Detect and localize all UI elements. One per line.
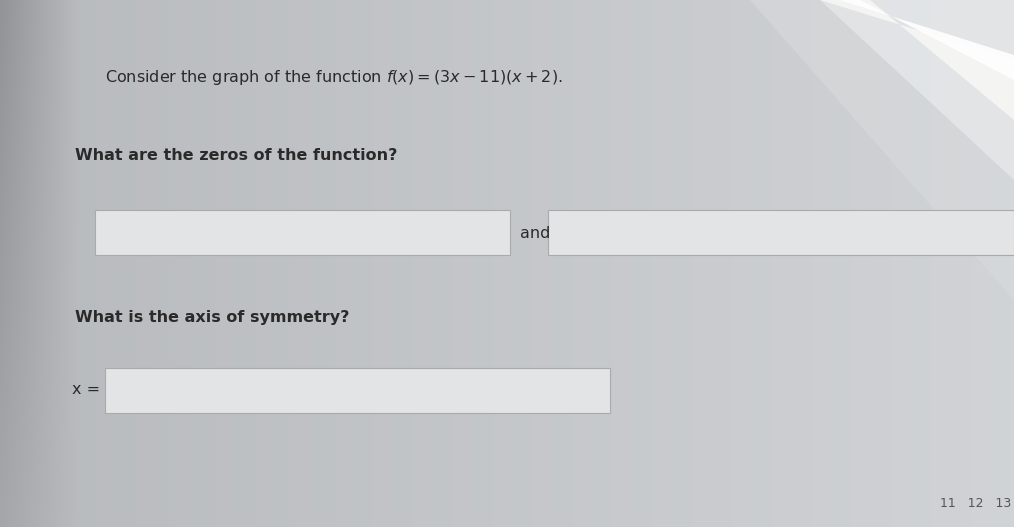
Text: and: and: [520, 226, 551, 240]
Text: x =: x =: [72, 383, 100, 397]
Text: What is the axis of symmetry?: What is the axis of symmetry?: [75, 310, 350, 325]
Text: Consider the graph of the function $f(x) = (3x - 11)(x + 2)$.: Consider the graph of the function $f(x)…: [105, 68, 563, 87]
Polygon shape: [840, 0, 1014, 80]
Text: 11   12   13: 11 12 13: [940, 497, 1011, 510]
Bar: [105, 368, 610, 413]
Bar: [95, 210, 510, 255]
Polygon shape: [600, 0, 1014, 300]
Polygon shape: [750, 0, 1014, 180]
Bar: [548, 210, 1014, 255]
Text: What are the zeros of the function?: What are the zeros of the function?: [75, 148, 397, 163]
Polygon shape: [820, 0, 1014, 120]
